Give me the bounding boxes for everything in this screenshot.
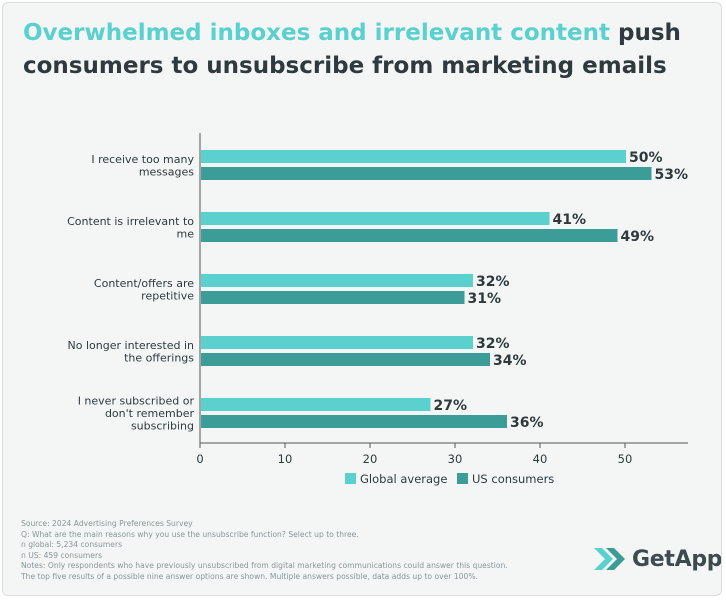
category-label: I receive too many messages — [91, 153, 194, 179]
getapp-chevrons-icon — [594, 548, 625, 570]
x-tick-label: 20 — [363, 452, 378, 466]
category-label: Content/offers are repetitive — [94, 277, 194, 303]
legend-label-us: US consumers — [472, 472, 554, 486]
category-label: No longer interested in the offerings — [68, 339, 195, 365]
bar-chart: 0 10 20 30 40 50 I receive too many messages 50%… — [67, 133, 689, 486]
data-label: 41% — [553, 212, 587, 228]
data-label: 53% — [655, 167, 689, 183]
x-tick-label: 10 — [278, 452, 293, 466]
x-tick-label: 40 — [533, 452, 548, 466]
us-bar — [201, 229, 618, 242]
x-tick-label: 0 — [196, 452, 203, 466]
legend-swatch-global — [345, 473, 356, 484]
getapp-logo-text: GetApp — [632, 546, 722, 572]
note-question: Q: What are the main reasons why you use… — [21, 529, 359, 539]
chart-title-highlight: Overwhelmed inboxes and irrelevant conte… — [23, 20, 610, 46]
getapp-logo: GetApp — [594, 544, 722, 574]
chart-title-rest: push consumers to unsubscribe from marke… — [23, 20, 681, 79]
category-label: I never subscribed or don't remember subsc… — [78, 395, 195, 433]
data-label: 34% — [493, 353, 527, 369]
data-label: 49% — [621, 229, 655, 245]
data-label: 31% — [468, 291, 502, 307]
global-bar — [201, 336, 473, 349]
global-bar — [201, 150, 626, 163]
us-bar — [201, 167, 652, 180]
note-n-us: n US: 459 consumers — [21, 550, 103, 560]
x-tick-label: 50 — [618, 452, 633, 466]
us-bar — [201, 415, 507, 428]
note-source: Source: 2024 Advertising Preferences Sur… — [21, 519, 193, 528]
data-label: 27% — [434, 398, 468, 414]
note-n-global: n global: 5,234 consumers — [21, 540, 123, 550]
global-bar — [201, 274, 473, 287]
note-top-five: The top five results of a possible nine … — [21, 571, 478, 581]
data-label: 36% — [510, 415, 544, 431]
global-bar — [201, 398, 431, 411]
us-bar — [201, 353, 490, 366]
category-label: Content is irrelevant to me — [67, 215, 194, 241]
global-bar — [201, 212, 550, 225]
legend-swatch-us — [457, 473, 468, 484]
data-label: 50% — [629, 150, 663, 166]
us-bar — [201, 291, 465, 304]
note-respondents: Notes: Only respondents who have previou… — [21, 561, 508, 571]
x-tick-label: 30 — [448, 452, 463, 466]
chart-title: Overwhelmed inboxes and irrelevant conte… — [23, 17, 713, 83]
legend-label-global: Global average — [360, 472, 447, 486]
chart-notes: Source: 2024 Advertising Preferences Sur… — [21, 519, 581, 583]
data-label: 32% — [476, 336, 510, 352]
data-label: 32% — [476, 274, 510, 290]
